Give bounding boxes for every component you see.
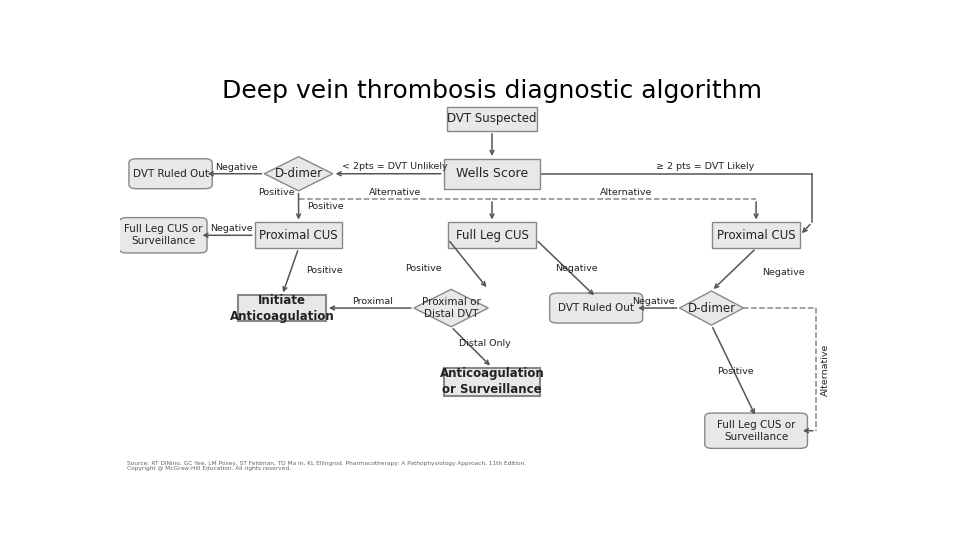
Text: Full Leg CUS or
Surveillance: Full Leg CUS or Surveillance [124, 224, 203, 246]
FancyBboxPatch shape [705, 413, 807, 448]
FancyBboxPatch shape [129, 159, 212, 188]
Text: ≥ 2 pts = DVT Likely: ≥ 2 pts = DVT Likely [656, 162, 754, 171]
Text: DVT Ruled Out: DVT Ruled Out [132, 168, 208, 179]
Text: Source: RT DiNino, GC Yee, LM Posey, ST Feldman, TD Ma in, KL Ellingrod. Pharmac: Source: RT DiNino, GC Yee, LM Posey, ST … [128, 461, 526, 471]
FancyBboxPatch shape [238, 295, 326, 321]
Text: Proximal CUS: Proximal CUS [717, 229, 796, 242]
Text: Full Leg CUS or
Surveillance: Full Leg CUS or Surveillance [717, 420, 796, 442]
Text: Proximal or
Distal DVT: Proximal or Distal DVT [421, 297, 481, 319]
Text: D-dimer: D-dimer [275, 167, 323, 180]
Text: Positive: Positive [306, 266, 343, 275]
FancyBboxPatch shape [444, 159, 540, 188]
FancyBboxPatch shape [550, 293, 642, 323]
FancyBboxPatch shape [448, 222, 536, 248]
Polygon shape [414, 289, 489, 327]
Text: Negative: Negative [215, 163, 258, 172]
Text: Negative: Negative [762, 268, 804, 277]
FancyBboxPatch shape [119, 218, 207, 253]
Text: Positive: Positive [307, 201, 344, 211]
FancyBboxPatch shape [444, 368, 540, 396]
Text: Negative: Negative [632, 297, 675, 306]
Text: DVT Suspected: DVT Suspected [447, 112, 537, 125]
Text: Deep vein thrombosis diagnostic algorithm: Deep vein thrombosis diagnostic algorith… [222, 79, 762, 103]
Text: Initiate
Anticoagulation: Initiate Anticoagulation [229, 294, 335, 322]
Polygon shape [680, 291, 743, 325]
Text: Proximal CUS: Proximal CUS [259, 229, 338, 242]
Text: Proximal: Proximal [352, 296, 394, 306]
Text: Distal Only: Distal Only [459, 339, 511, 348]
FancyBboxPatch shape [254, 222, 343, 248]
Text: D-dimer: D-dimer [687, 301, 735, 314]
Text: DVT Ruled Out: DVT Ruled Out [558, 303, 635, 313]
Text: Alternative: Alternative [600, 187, 652, 197]
Text: Alternative: Alternative [369, 187, 421, 197]
Text: Wells Score: Wells Score [456, 167, 528, 180]
Text: Full Leg CUS: Full Leg CUS [456, 229, 528, 242]
Text: Negative: Negative [555, 264, 598, 273]
Polygon shape [264, 157, 333, 191]
Text: Anticoagulation
or Surveillance: Anticoagulation or Surveillance [440, 367, 544, 396]
Text: Positive: Positive [717, 367, 754, 376]
FancyBboxPatch shape [447, 107, 537, 131]
FancyBboxPatch shape [712, 222, 800, 248]
Text: Alternative: Alternative [821, 343, 829, 396]
Text: Negative: Negative [210, 224, 252, 233]
Text: Positive: Positive [258, 187, 295, 197]
Text: < 2pts = DVT Unlikely: < 2pts = DVT Unlikely [343, 162, 448, 171]
Text: Positive: Positive [405, 264, 442, 273]
